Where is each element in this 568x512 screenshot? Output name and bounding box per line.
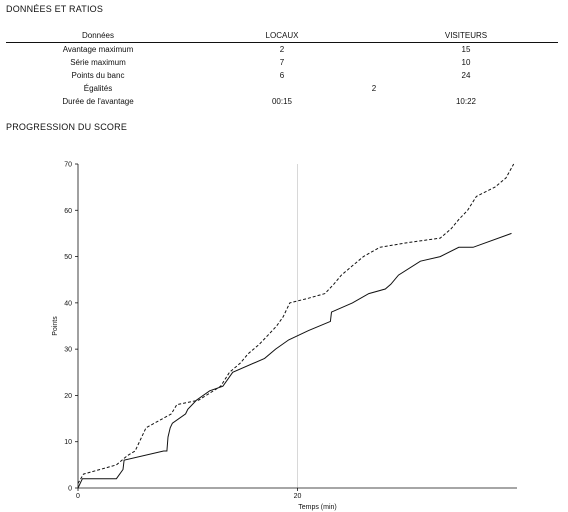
table-row: Avantage maximum 2 15 [6,43,558,57]
row-label: Égalités [83,84,113,93]
home-value: 2 [279,45,285,54]
y-tick-label: 10 [64,439,72,446]
y-tick-label: 0 [68,486,72,493]
away-value: 10 [461,58,471,67]
chart-section-title: PROGRESSION DU SCORE [6,122,128,132]
y-tick-label: 50 [64,254,72,261]
table-row: Série maximum 7 10 [6,56,558,69]
stats-table: Données LOCAUX VISITEURS Avantage maximu… [6,30,558,108]
y-axis-label: Points [52,316,59,336]
y-tick-label: 20 [64,393,72,400]
row-label: Avantage maximum [62,45,134,54]
table-row: Points du banc 6 24 [6,69,558,82]
away-value: 15 [461,45,471,54]
series-line-dashed [77,163,515,484]
away-value: 24 [461,71,471,80]
y-tick-label: 30 [64,347,72,354]
stats-header-row: Données LOCAUX VISITEURS [6,30,558,43]
x-axis-label: Temps (min) [298,504,337,511]
row-label: Série maximum [70,58,126,67]
home-value: 6 [279,71,285,80]
home-value: 00:15 [271,97,293,106]
header-away-team: VISITEURS [374,30,558,43]
table-row: Égalités 2 [6,82,558,95]
x-tick-label: 0 [76,493,80,500]
x-tick-label: 20 [294,493,302,500]
away-value: 10:22 [455,97,477,106]
home-value: 7 [279,58,285,67]
table-row: Durée de l'avantage 00:15 10:22 [6,95,558,108]
row-label: Points du banc [71,71,125,80]
header-home-team: LOCAUX [190,30,374,43]
header-data-label: Données [6,30,190,43]
shared-value: 2 [371,84,377,93]
y-tick-label: 70 [64,162,72,169]
y-tick-label: 40 [64,300,72,307]
series-line-solid [77,232,512,489]
row-label: Durée de l'avantage [62,97,134,106]
stats-section-title: DONNÉES ET RATIOS [6,4,104,14]
y-tick-label: 60 [64,208,72,215]
